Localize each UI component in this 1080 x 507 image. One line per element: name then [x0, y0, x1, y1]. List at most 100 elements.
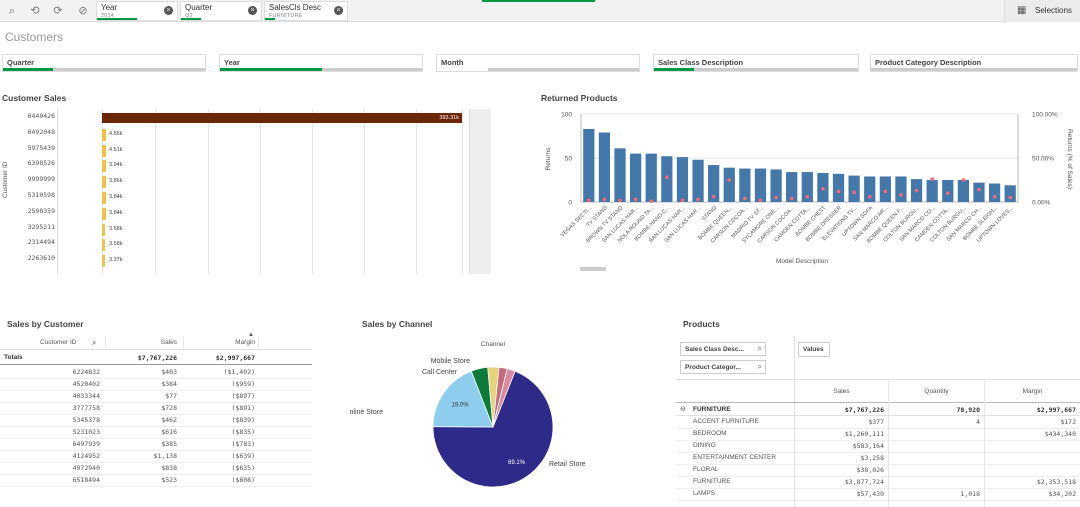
returns-pct-point[interactable] — [618, 198, 622, 203]
customer-id-label[interactable]: 9999999 — [27, 175, 55, 184]
returns-pct-point[interactable] — [789, 196, 794, 201]
returns-bar[interactable] — [739, 168, 751, 202]
returns-pct-point[interactable] — [696, 197, 700, 202]
customer-sales-bar[interactable] — [102, 207, 106, 220]
customer-sales-bar[interactable] — [102, 255, 106, 268]
returns-bar[interactable] — [786, 172, 798, 202]
returns-bar[interactable] — [645, 153, 657, 202]
filter-month[interactable]: Month — [436, 54, 640, 72]
search-icon[interactable]: ⌕ — [92, 338, 97, 347]
returns-bar[interactable] — [598, 132, 611, 202]
selection-chip-quarter[interactable]: Quarter Q2 × — [180, 1, 262, 21]
customer-id-label[interactable]: 2263610 — [27, 254, 55, 263]
returns-bar[interactable] — [676, 157, 689, 202]
customer-id-cell[interactable]: 5345378 — [72, 416, 100, 424]
returns-pct-point[interactable] — [727, 178, 732, 182]
returns-pct-point[interactable] — [961, 178, 966, 182]
customer-sales-bar[interactable] — [102, 192, 106, 204]
pie-slice[interactable] — [492, 368, 516, 428]
returns-bar[interactable] — [926, 180, 938, 202]
returns-pct-point[interactable] — [665, 175, 669, 180]
returns-bar[interactable] — [583, 128, 595, 202]
step-back-icon[interactable]: ⟲ — [30, 5, 40, 17]
returned-products-chart[interactable]: 0 0.00% 50 50.00% 100 100.00% Returns Returns (… — [538, 104, 1080, 274]
returns-pct-point[interactable] — [899, 193, 903, 197]
customer-sales-bar[interactable] — [102, 144, 107, 157]
returns-pct-point[interactable] — [867, 194, 872, 199]
customer-id-label[interactable]: 2314494 — [27, 238, 55, 247]
returns-pct-point[interactable] — [914, 188, 919, 193]
returns-pct-point[interactable] — [587, 198, 591, 203]
customer-id-label[interactable]: 5310598 — [27, 191, 55, 199]
returns-bar[interactable] — [957, 180, 969, 202]
product-category-cell[interactable]: FLORAL — [693, 466, 719, 473]
product-category-cell[interactable]: ENTERTAINMENT CENTER — [693, 454, 777, 461]
returns-pct-point[interactable] — [1008, 195, 1012, 200]
close-icon[interactable]: × — [164, 6, 173, 15]
column-header-customer-id[interactable]: Customer ID — [40, 339, 77, 346]
filter-product-category-description[interactable]: Product Category Description — [870, 54, 1078, 72]
returns-bar[interactable] — [692, 159, 704, 202]
customer-id-cell[interactable]: 3777758 — [72, 404, 100, 412]
customer-id-cell[interactable]: 4124952 — [72, 452, 100, 460]
close-icon[interactable]: × — [334, 6, 343, 15]
customer-id-cell[interactable]: 6497939 — [72, 440, 100, 448]
customer-id-cell[interactable]: 6224832 — [72, 368, 100, 376]
returns-bar[interactable] — [614, 148, 626, 202]
customer-id-label[interactable]: 5975439 — [27, 143, 55, 152]
values-chip[interactable]: Values — [798, 342, 830, 357]
returns-pct-point[interactable] — [633, 197, 638, 202]
customer-id-label[interactable]: 6440426 — [27, 112, 55, 120]
returns-pct-point[interactable] — [992, 194, 997, 199]
pivot-dimension-chip[interactable]: Product Categor... ⌕ — [680, 360, 766, 374]
returns-bar[interactable] — [864, 176, 876, 202]
returns-bar[interactable] — [848, 175, 860, 202]
customer-sales-bar[interactable] — [102, 239, 106, 252]
search-icon[interactable]: ⌕ — [757, 344, 762, 353]
selection-chip-year[interactable]: Year 2014 × — [96, 1, 178, 21]
returns-pct-point[interactable] — [977, 187, 981, 192]
returns-bar[interactable] — [801, 172, 813, 202]
returns-pct-point[interactable] — [883, 189, 888, 194]
filter-year[interactable]: Year — [219, 54, 423, 72]
pivot-dimension-chip[interactable]: Sales Class Desc... ⌕ — [680, 342, 766, 356]
selections-button[interactable]: ▦ Selections — [1004, 0, 1080, 22]
returns-bar[interactable] — [832, 173, 845, 202]
returns-bar[interactable] — [973, 182, 985, 202]
product-category-cell[interactable]: DINING — [693, 442, 716, 449]
pie-slice[interactable] — [432, 370, 554, 488]
sales-by-channel-chart[interactable]: Channel 69.1% Retail Store 19.0% Online Stor… — [350, 334, 650, 507]
returns-pct-point[interactable] — [836, 189, 841, 194]
returns-pct-point[interactable] — [821, 187, 825, 191]
customer-id-label[interactable]: 6398526 — [27, 159, 55, 168]
returns-pct-point[interactable] — [711, 194, 716, 199]
search-icon[interactable]: ⌕ — [757, 362, 762, 371]
returns-bar[interactable] — [630, 153, 642, 202]
product-category-cell[interactable]: LAMPS — [693, 490, 716, 497]
column-header-quantity[interactable]: Quantity — [924, 388, 949, 395]
close-icon[interactable]: × — [248, 6, 257, 15]
column-header-margin[interactable]: Margin — [1022, 388, 1043, 395]
returns-pct-point[interactable] — [774, 195, 778, 200]
filter-sales-class-description[interactable]: Sales Class Description — [653, 54, 859, 72]
column-header-margin[interactable]: Margin — [235, 339, 255, 346]
returns-pct-point[interactable] — [930, 177, 934, 181]
returns-pct-point[interactable] — [805, 194, 810, 199]
customer-id-cell[interactable]: 4972940 — [72, 464, 100, 472]
customer-id-label[interactable]: 3295211 — [27, 222, 55, 231]
customer-id-cell[interactable]: 5231023 — [72, 428, 100, 436]
returns-bar[interactable] — [754, 168, 767, 202]
returns-pct-point[interactable] — [649, 199, 654, 203]
product-category-cell[interactable]: FURNITURE — [693, 478, 731, 485]
customer-id-cell[interactable]: 6518494 — [72, 476, 100, 484]
filter-quarter[interactable]: Quarter — [2, 54, 206, 72]
customer-id-cell[interactable]: 4520402 — [72, 380, 100, 388]
chart-scrollbar[interactable] — [469, 109, 491, 274]
column-header-sales[interactable]: Sales — [833, 388, 850, 395]
customer-id-label[interactable]: 6492048 — [27, 127, 55, 136]
returns-pct-point[interactable] — [758, 198, 763, 203]
returns-pct-point[interactable] — [602, 197, 607, 202]
column-header-sales[interactable]: Sales — [160, 339, 177, 346]
returns-pct-point[interactable] — [852, 190, 856, 195]
pie-slice[interactable] — [432, 370, 494, 428]
